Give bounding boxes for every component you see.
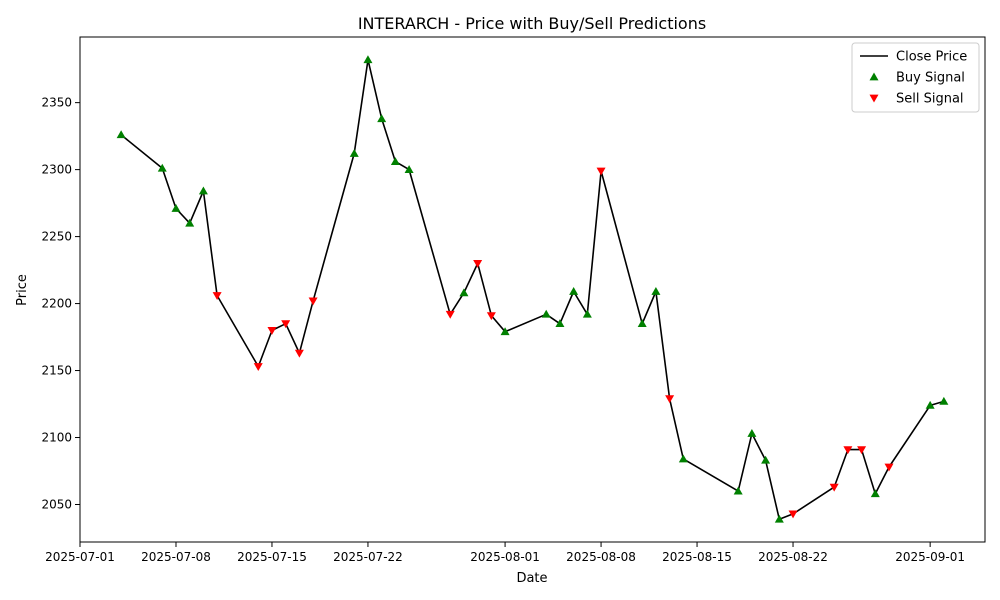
buy-signal-marker	[555, 319, 565, 328]
buy-signal-marker	[459, 288, 469, 297]
legend-label: Close Price	[896, 50, 967, 65]
legend-sell-swatch	[869, 94, 879, 103]
buy-signal-marker	[198, 186, 208, 195]
legend: Close Price Buy Signal Sell Signal	[851, 42, 980, 113]
sell-signal-marker	[267, 326, 277, 335]
y-tick-label: 2250	[41, 230, 72, 244]
buy-signal-marker	[651, 287, 661, 295]
y-tick-label: 2150	[41, 364, 72, 378]
buy-signal-marker	[363, 55, 373, 64]
x-axis: 2025-07-01 2025-07-08 2025-07-15 2025-07-22…	[45, 542, 965, 564]
y-tick-label: 2200	[41, 297, 72, 311]
sell-signal-marker	[857, 446, 867, 455]
x-tick-label: 2025-08-08	[566, 550, 636, 564]
buy-signal-marker	[925, 400, 935, 409]
buy-signal-marker	[116, 130, 126, 139]
sell-signal-marker	[596, 167, 606, 176]
chart-title: INTERARCH - Price with Buy/Sell Predicti…	[358, 14, 706, 33]
sell-signal-marker	[281, 320, 291, 329]
buy-signal-marker	[185, 218, 195, 227]
x-tick-label: 2025-07-15	[237, 550, 307, 564]
x-tick-label: 2025-07-08	[141, 550, 211, 564]
sell-signal-marker	[253, 363, 263, 372]
legend-box	[851, 42, 980, 113]
buy-signal-marker	[377, 114, 387, 123]
x-tick-label: 2025-08-01	[470, 550, 540, 564]
buy-signal-marker	[582, 309, 592, 318]
y-tick-label: 2100	[41, 431, 72, 445]
y-axis-label: Price	[15, 274, 30, 306]
close-price-line	[120, 58, 945, 521]
sell-signal-marker	[665, 395, 675, 404]
buy-signal-marker	[157, 163, 167, 172]
buy-signal-marker	[390, 157, 400, 165]
legend-label: Buy Signal	[896, 71, 965, 86]
x-tick-label: 2025-07-22	[333, 550, 403, 564]
y-tick-label: 2050	[41, 497, 72, 511]
x-axis-label: Date	[516, 571, 547, 586]
sell-signal-marker	[486, 312, 496, 321]
buy-signal-marker	[171, 203, 181, 212]
sell-signal-marker	[473, 260, 483, 268]
x-tick-label: 2025-09-01	[895, 550, 965, 564]
buy-signal-marker	[733, 486, 743, 495]
sell-signal-marker	[884, 463, 894, 472]
buy-signal-marker	[404, 165, 414, 173]
sell-signal-marker	[829, 483, 839, 492]
x-tick-label: 2025-08-15	[662, 550, 732, 564]
buy-signal-marker	[500, 327, 510, 336]
sell-signal-marker	[843, 446, 853, 455]
buy-signal-marker	[939, 396, 949, 405]
x-tick-label: 2025-08-22	[758, 550, 828, 564]
buy-signal-marker	[541, 309, 551, 318]
sell-signal-marker	[308, 297, 318, 306]
buy-signal-marker	[747, 428, 757, 437]
sell-signal-marker	[212, 292, 222, 301]
x-tick-label: 2025-07-01	[45, 550, 115, 564]
sell-signal-marker	[294, 349, 304, 358]
buy-signal-marker	[870, 489, 880, 498]
y-axis: 2050 2100 2150 2200 2250 2300 2350	[41, 96, 80, 511]
legend-buy-swatch	[869, 72, 879, 81]
buy-signal-marker	[637, 319, 647, 328]
plot-area	[116, 55, 949, 523]
buy-signal-marker	[678, 454, 688, 463]
y-tick-label: 2350	[41, 96, 72, 110]
buy-signal-marker	[569, 287, 579, 295]
buy-signal-marker	[774, 514, 784, 523]
legend-label: Sell Signal	[896, 92, 964, 107]
buy-signal-marker	[761, 455, 771, 464]
y-tick-label: 2300	[41, 163, 72, 177]
sell-signal-marker	[445, 310, 455, 319]
plot-frame	[79, 36, 986, 543]
buy-signal-marker	[349, 149, 359, 157]
sell-signal-marker	[788, 510, 798, 519]
